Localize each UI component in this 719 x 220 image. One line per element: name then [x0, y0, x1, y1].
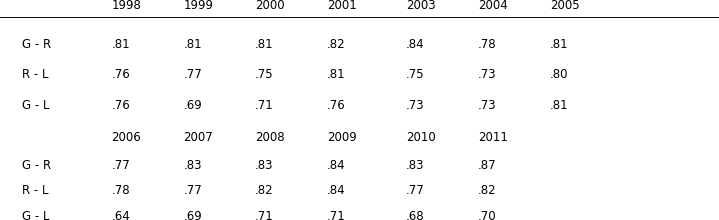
Text: .81: .81: [183, 37, 202, 51]
Text: R - L: R - L: [22, 184, 48, 197]
Text: 2004: 2004: [478, 0, 508, 12]
Text: .81: .81: [111, 37, 130, 51]
Text: .70: .70: [478, 210, 497, 220]
Text: .83: .83: [406, 158, 425, 172]
Text: .81: .81: [255, 37, 274, 51]
Text: .76: .76: [111, 99, 130, 112]
Text: .81: .81: [550, 37, 569, 51]
Text: .78: .78: [478, 37, 497, 51]
Text: .87: .87: [478, 158, 497, 172]
Text: .82: .82: [327, 37, 346, 51]
Text: .71: .71: [327, 210, 346, 220]
Text: .77: .77: [183, 184, 202, 197]
Text: .84: .84: [406, 37, 425, 51]
Text: .73: .73: [478, 99, 497, 112]
Text: 2001: 2001: [327, 0, 357, 12]
Text: 2009: 2009: [327, 131, 357, 144]
Text: .80: .80: [550, 68, 569, 81]
Text: .84: .84: [327, 158, 346, 172]
Text: .81: .81: [327, 68, 346, 81]
Text: .69: .69: [183, 210, 202, 220]
Text: G - R: G - R: [22, 37, 51, 51]
Text: G - L: G - L: [22, 210, 49, 220]
Text: 1998: 1998: [111, 0, 142, 12]
Text: .83: .83: [183, 158, 202, 172]
Text: 2005: 2005: [550, 0, 580, 12]
Text: .77: .77: [406, 184, 425, 197]
Text: .76: .76: [327, 99, 346, 112]
Text: 2003: 2003: [406, 0, 436, 12]
Text: .68: .68: [406, 210, 425, 220]
Text: .81: .81: [550, 99, 569, 112]
Text: 2010: 2010: [406, 131, 436, 144]
Text: .73: .73: [406, 99, 425, 112]
Text: .77: .77: [183, 68, 202, 81]
Text: .73: .73: [478, 68, 497, 81]
Text: .75: .75: [255, 68, 274, 81]
Text: .71: .71: [255, 99, 274, 112]
Text: .64: .64: [111, 210, 130, 220]
Text: .76: .76: [111, 68, 130, 81]
Text: .82: .82: [478, 184, 497, 197]
Text: G - R: G - R: [22, 158, 51, 172]
Text: 2000: 2000: [255, 0, 285, 12]
Text: 2007: 2007: [183, 131, 213, 144]
Text: .71: .71: [255, 210, 274, 220]
Text: 2011: 2011: [478, 131, 508, 144]
Text: .82: .82: [255, 184, 274, 197]
Text: .78: .78: [111, 184, 130, 197]
Text: 2008: 2008: [255, 131, 285, 144]
Text: .77: .77: [111, 158, 130, 172]
Text: .75: .75: [406, 68, 425, 81]
Text: .84: .84: [327, 184, 346, 197]
Text: .69: .69: [183, 99, 202, 112]
Text: R - L: R - L: [22, 68, 48, 81]
Text: G - L: G - L: [22, 99, 49, 112]
Text: .83: .83: [255, 158, 274, 172]
Text: 2006: 2006: [111, 131, 141, 144]
Text: 1999: 1999: [183, 0, 214, 12]
